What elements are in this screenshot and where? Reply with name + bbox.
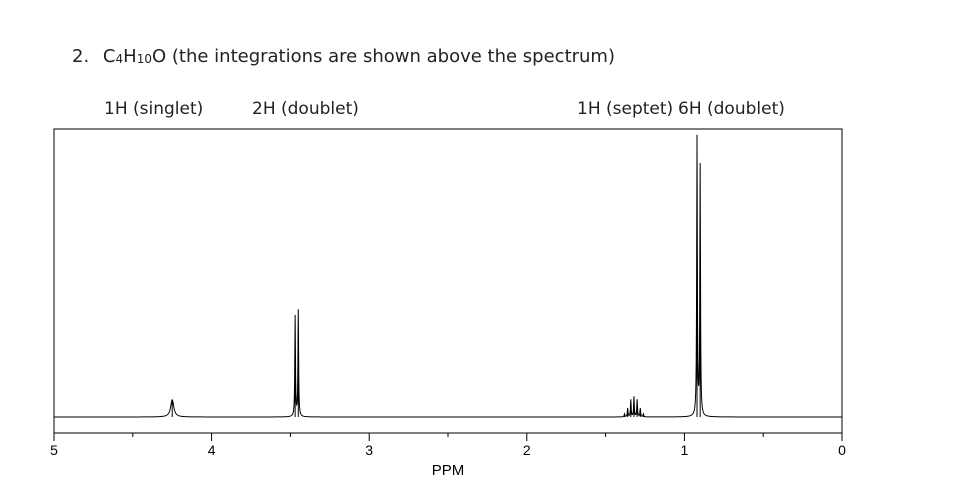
plot-frame [53, 128, 843, 434]
spectrum-line [54, 134, 842, 418]
tick-label: 2 [523, 442, 531, 458]
tick-label: 4 [208, 442, 216, 458]
x-axis-label: PPM [432, 462, 465, 479]
tick-label: 3 [365, 442, 373, 458]
integration-label-septet: 1H (septet) [577, 99, 674, 119]
question-note: (the integrations are shown above the sp… [171, 46, 615, 67]
x-axis-tick-labels: 5 4 3 2 1 0 [50, 442, 846, 458]
molecular-formula: C4H10O [102, 46, 167, 67]
integration-label-singlet: 1H (singlet) [104, 99, 204, 119]
tick-label: 5 [50, 442, 58, 458]
integration-label-doublet-6h: 6H (doublet) [678, 99, 785, 119]
question-text: 2. C4H10O (the integrations are shown ab… [72, 46, 615, 67]
question-number: 2. [72, 46, 90, 67]
tick-label: 1 [681, 442, 689, 458]
tick-label: 0 [838, 442, 846, 458]
x-axis-ticks [53, 433, 843, 441]
integration-label-doublet-2h: 2H (doublet) [252, 99, 359, 119]
